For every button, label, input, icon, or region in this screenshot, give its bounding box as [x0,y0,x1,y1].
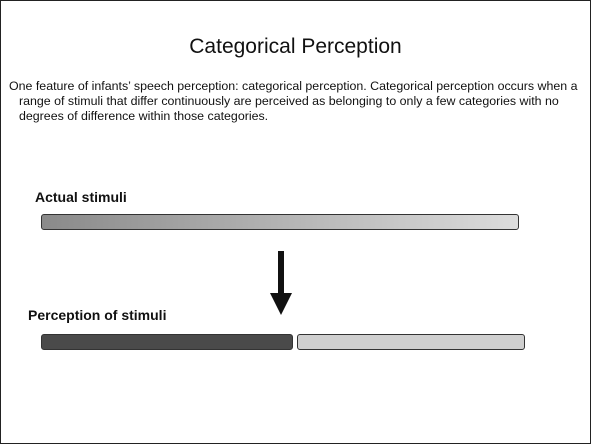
light-category-bar [297,334,525,350]
body-text: One feature of infants’ speech perceptio… [9,79,578,123]
top-label: Actual stimuli [35,189,127,205]
gradient-bar [41,214,519,230]
bottom-label: Perception of stimuli [28,307,167,323]
slide-title: Categorical Perception [189,35,402,58]
dark-category-bar [41,334,293,350]
arrow [270,251,292,315]
